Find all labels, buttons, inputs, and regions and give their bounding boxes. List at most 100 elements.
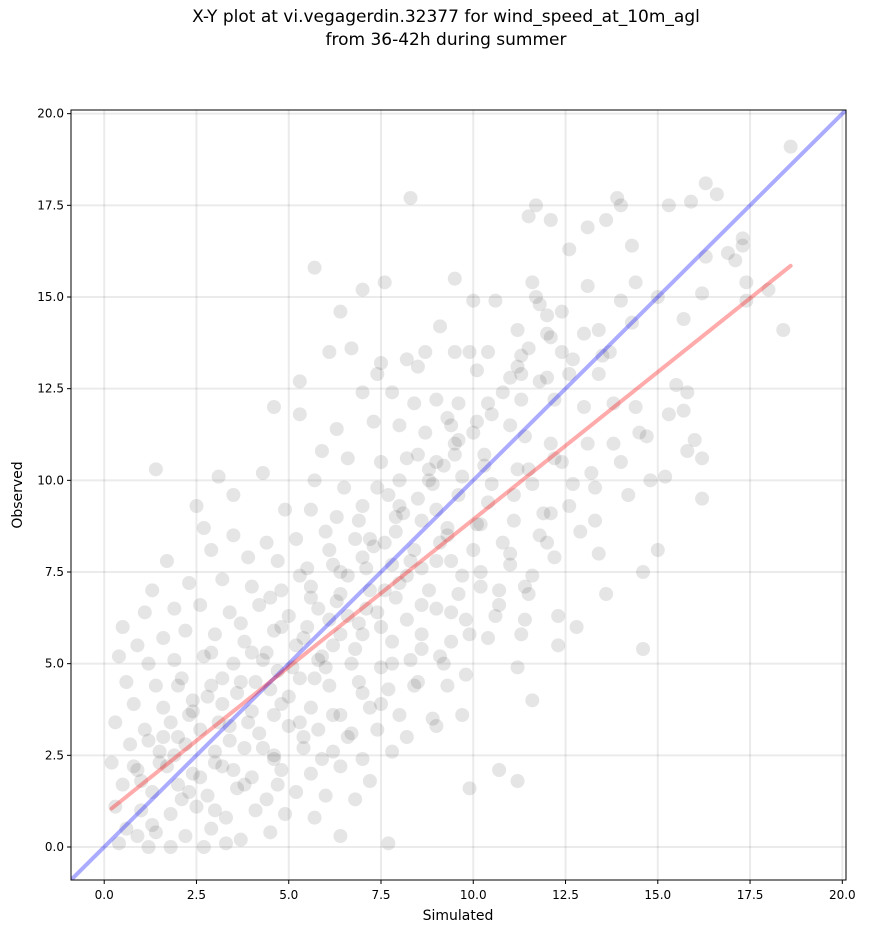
data-point bbox=[359, 561, 374, 576]
data-point bbox=[266, 748, 281, 763]
data-point bbox=[455, 469, 470, 484]
data-point bbox=[636, 642, 651, 656]
data-point bbox=[329, 594, 344, 609]
data-point bbox=[735, 231, 750, 246]
data-point bbox=[429, 719, 444, 733]
x-tick-label: 17.5 bbox=[737, 888, 764, 902]
reference-lines bbox=[71, 110, 846, 880]
data-point bbox=[289, 785, 304, 799]
data-point bbox=[296, 730, 311, 744]
data-point bbox=[680, 385, 695, 400]
data-point bbox=[547, 550, 562, 565]
data-point bbox=[399, 451, 414, 466]
data-point bbox=[204, 543, 219, 557]
data-point bbox=[565, 477, 580, 491]
plot-frame bbox=[70, 109, 847, 881]
data-point bbox=[134, 803, 149, 818]
data-point bbox=[200, 788, 215, 803]
data-point bbox=[207, 755, 222, 770]
data-point bbox=[237, 634, 252, 649]
data-point bbox=[115, 620, 130, 634]
data-point bbox=[370, 480, 385, 495]
data-point bbox=[414, 561, 429, 576]
data-point bbox=[204, 645, 219, 660]
data-point bbox=[259, 535, 274, 550]
data-point bbox=[525, 568, 540, 583]
data-point bbox=[510, 462, 525, 477]
data-point bbox=[289, 638, 304, 653]
data-point bbox=[484, 477, 499, 491]
data-point bbox=[314, 649, 329, 664]
data-point bbox=[510, 660, 525, 675]
data-point bbox=[326, 557, 341, 572]
data-point bbox=[359, 601, 374, 616]
data-point bbox=[506, 488, 521, 502]
data-point bbox=[407, 678, 422, 693]
data-point bbox=[588, 513, 603, 528]
data-point bbox=[318, 660, 333, 675]
data-point bbox=[196, 840, 211, 854]
data-point bbox=[292, 671, 307, 686]
data-point bbox=[414, 513, 429, 528]
data-point bbox=[451, 488, 466, 502]
data-point bbox=[562, 242, 577, 257]
data-point bbox=[414, 598, 429, 612]
data-point bbox=[529, 290, 543, 304]
data-point bbox=[388, 524, 403, 539]
data-point bbox=[532, 528, 547, 543]
data-point bbox=[303, 502, 318, 517]
data-point bbox=[595, 348, 610, 363]
data-point bbox=[624, 315, 639, 330]
data-point bbox=[333, 759, 348, 774]
data-point bbox=[182, 708, 197, 722]
data-point bbox=[495, 535, 510, 550]
data-point bbox=[451, 396, 466, 411]
y-tick-label: 5.0 bbox=[45, 657, 64, 671]
data-point bbox=[517, 579, 532, 594]
data-point bbox=[669, 378, 684, 392]
data-point bbox=[196, 521, 211, 535]
data-point bbox=[219, 836, 233, 851]
data-point bbox=[137, 722, 152, 737]
data-point bbox=[676, 312, 691, 326]
data-point bbox=[333, 829, 348, 843]
data-point bbox=[510, 774, 525, 788]
data-point bbox=[506, 513, 521, 528]
data-point bbox=[171, 777, 186, 792]
x-tick-label: 10.0 bbox=[460, 888, 487, 902]
y-tick-label: 10.0 bbox=[37, 473, 64, 487]
data-point bbox=[326, 744, 341, 759]
data-point bbox=[540, 535, 555, 550]
data-point bbox=[429, 392, 444, 407]
data-point bbox=[503, 546, 518, 561]
data-point bbox=[374, 697, 388, 711]
data-point bbox=[495, 385, 510, 400]
data-point bbox=[429, 601, 444, 616]
data-point bbox=[377, 275, 392, 290]
data-point bbox=[447, 447, 462, 462]
y-tick-label: 0.0 bbox=[45, 840, 64, 854]
data-point bbox=[562, 367, 577, 381]
data-point bbox=[266, 623, 281, 638]
x-tick-label: 12.5 bbox=[552, 888, 579, 902]
data-point bbox=[326, 708, 341, 722]
data-point bbox=[720, 246, 735, 260]
data-point bbox=[111, 836, 126, 851]
data-point bbox=[278, 807, 293, 821]
data-point bbox=[410, 491, 425, 506]
x-tick-label: 7.5 bbox=[371, 888, 390, 902]
data-point bbox=[469, 363, 484, 378]
data-point bbox=[525, 477, 540, 491]
data-point bbox=[333, 565, 348, 579]
data-point bbox=[436, 656, 451, 671]
data-point bbox=[215, 697, 230, 711]
data-point bbox=[661, 407, 676, 422]
data-point bbox=[403, 191, 418, 205]
data-point bbox=[263, 825, 278, 840]
data-point bbox=[141, 733, 156, 748]
data-point bbox=[473, 517, 488, 532]
data-point bbox=[274, 697, 289, 711]
data-point bbox=[458, 667, 473, 682]
data-point bbox=[466, 293, 481, 308]
data-point bbox=[174, 792, 189, 807]
